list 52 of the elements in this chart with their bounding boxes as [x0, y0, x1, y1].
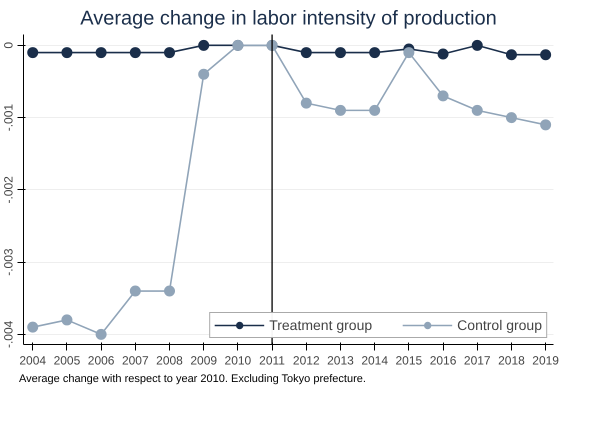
point [198, 68, 210, 80]
point [540, 119, 552, 130]
point [369, 104, 380, 116]
point [96, 328, 107, 340]
point [540, 49, 552, 60]
point [438, 48, 449, 60]
point [369, 47, 380, 58]
point [27, 322, 38, 333]
point [472, 104, 483, 116]
x-tick-label: 2011 [259, 354, 286, 368]
legend-label: Treatment group [269, 317, 372, 333]
point [96, 47, 107, 58]
legend-label: Control group [457, 317, 542, 333]
chart-title: Average change in labor intensity of production [80, 8, 497, 30]
x-tick-label: 2017 [464, 354, 491, 368]
point [61, 47, 72, 58]
y-tick-label: -.002 [2, 176, 16, 204]
point [506, 49, 517, 60]
y-tick-label: 0 [2, 42, 16, 49]
point [130, 286, 141, 297]
x-tick-label: 2019 [532, 354, 560, 368]
x-tick-label: 2009 [190, 354, 218, 368]
point [164, 286, 176, 297]
x-tick-label: 2018 [498, 354, 526, 368]
y-tick-label: -.003 [2, 248, 16, 276]
x-tick-label: 2010 [224, 354, 252, 368]
point [61, 314, 72, 326]
point [130, 47, 141, 58]
x-tick-label: 2015 [396, 354, 423, 368]
x-tick-label: 2016 [430, 354, 457, 368]
point [403, 47, 414, 58]
point [506, 112, 517, 124]
x-tick-label: 2012 [292, 354, 320, 368]
point [334, 47, 346, 58]
point [300, 98, 312, 109]
point [300, 47, 312, 58]
x-tick-label: 2004 [19, 354, 46, 368]
point [334, 104, 346, 116]
x-tick-label: 2007 [122, 354, 149, 368]
x-tick-label: 2013 [327, 354, 354, 368]
y-tick-label: -.004 [2, 320, 16, 348]
x-tick-label: 2005 [54, 354, 81, 368]
x-tick-label: 2006 [88, 354, 115, 368]
point [438, 90, 449, 102]
text: Average change with respect to year 2010. Excluding Tokyo prefecture. [19, 372, 366, 387]
y-tick-label: -.001 [2, 104, 16, 132]
point [27, 47, 38, 58]
point [198, 40, 210, 51]
point [164, 47, 176, 58]
x-tick-label: 2008 [156, 354, 184, 368]
point [472, 40, 483, 51]
x-tick-label: 2014 [361, 354, 388, 368]
